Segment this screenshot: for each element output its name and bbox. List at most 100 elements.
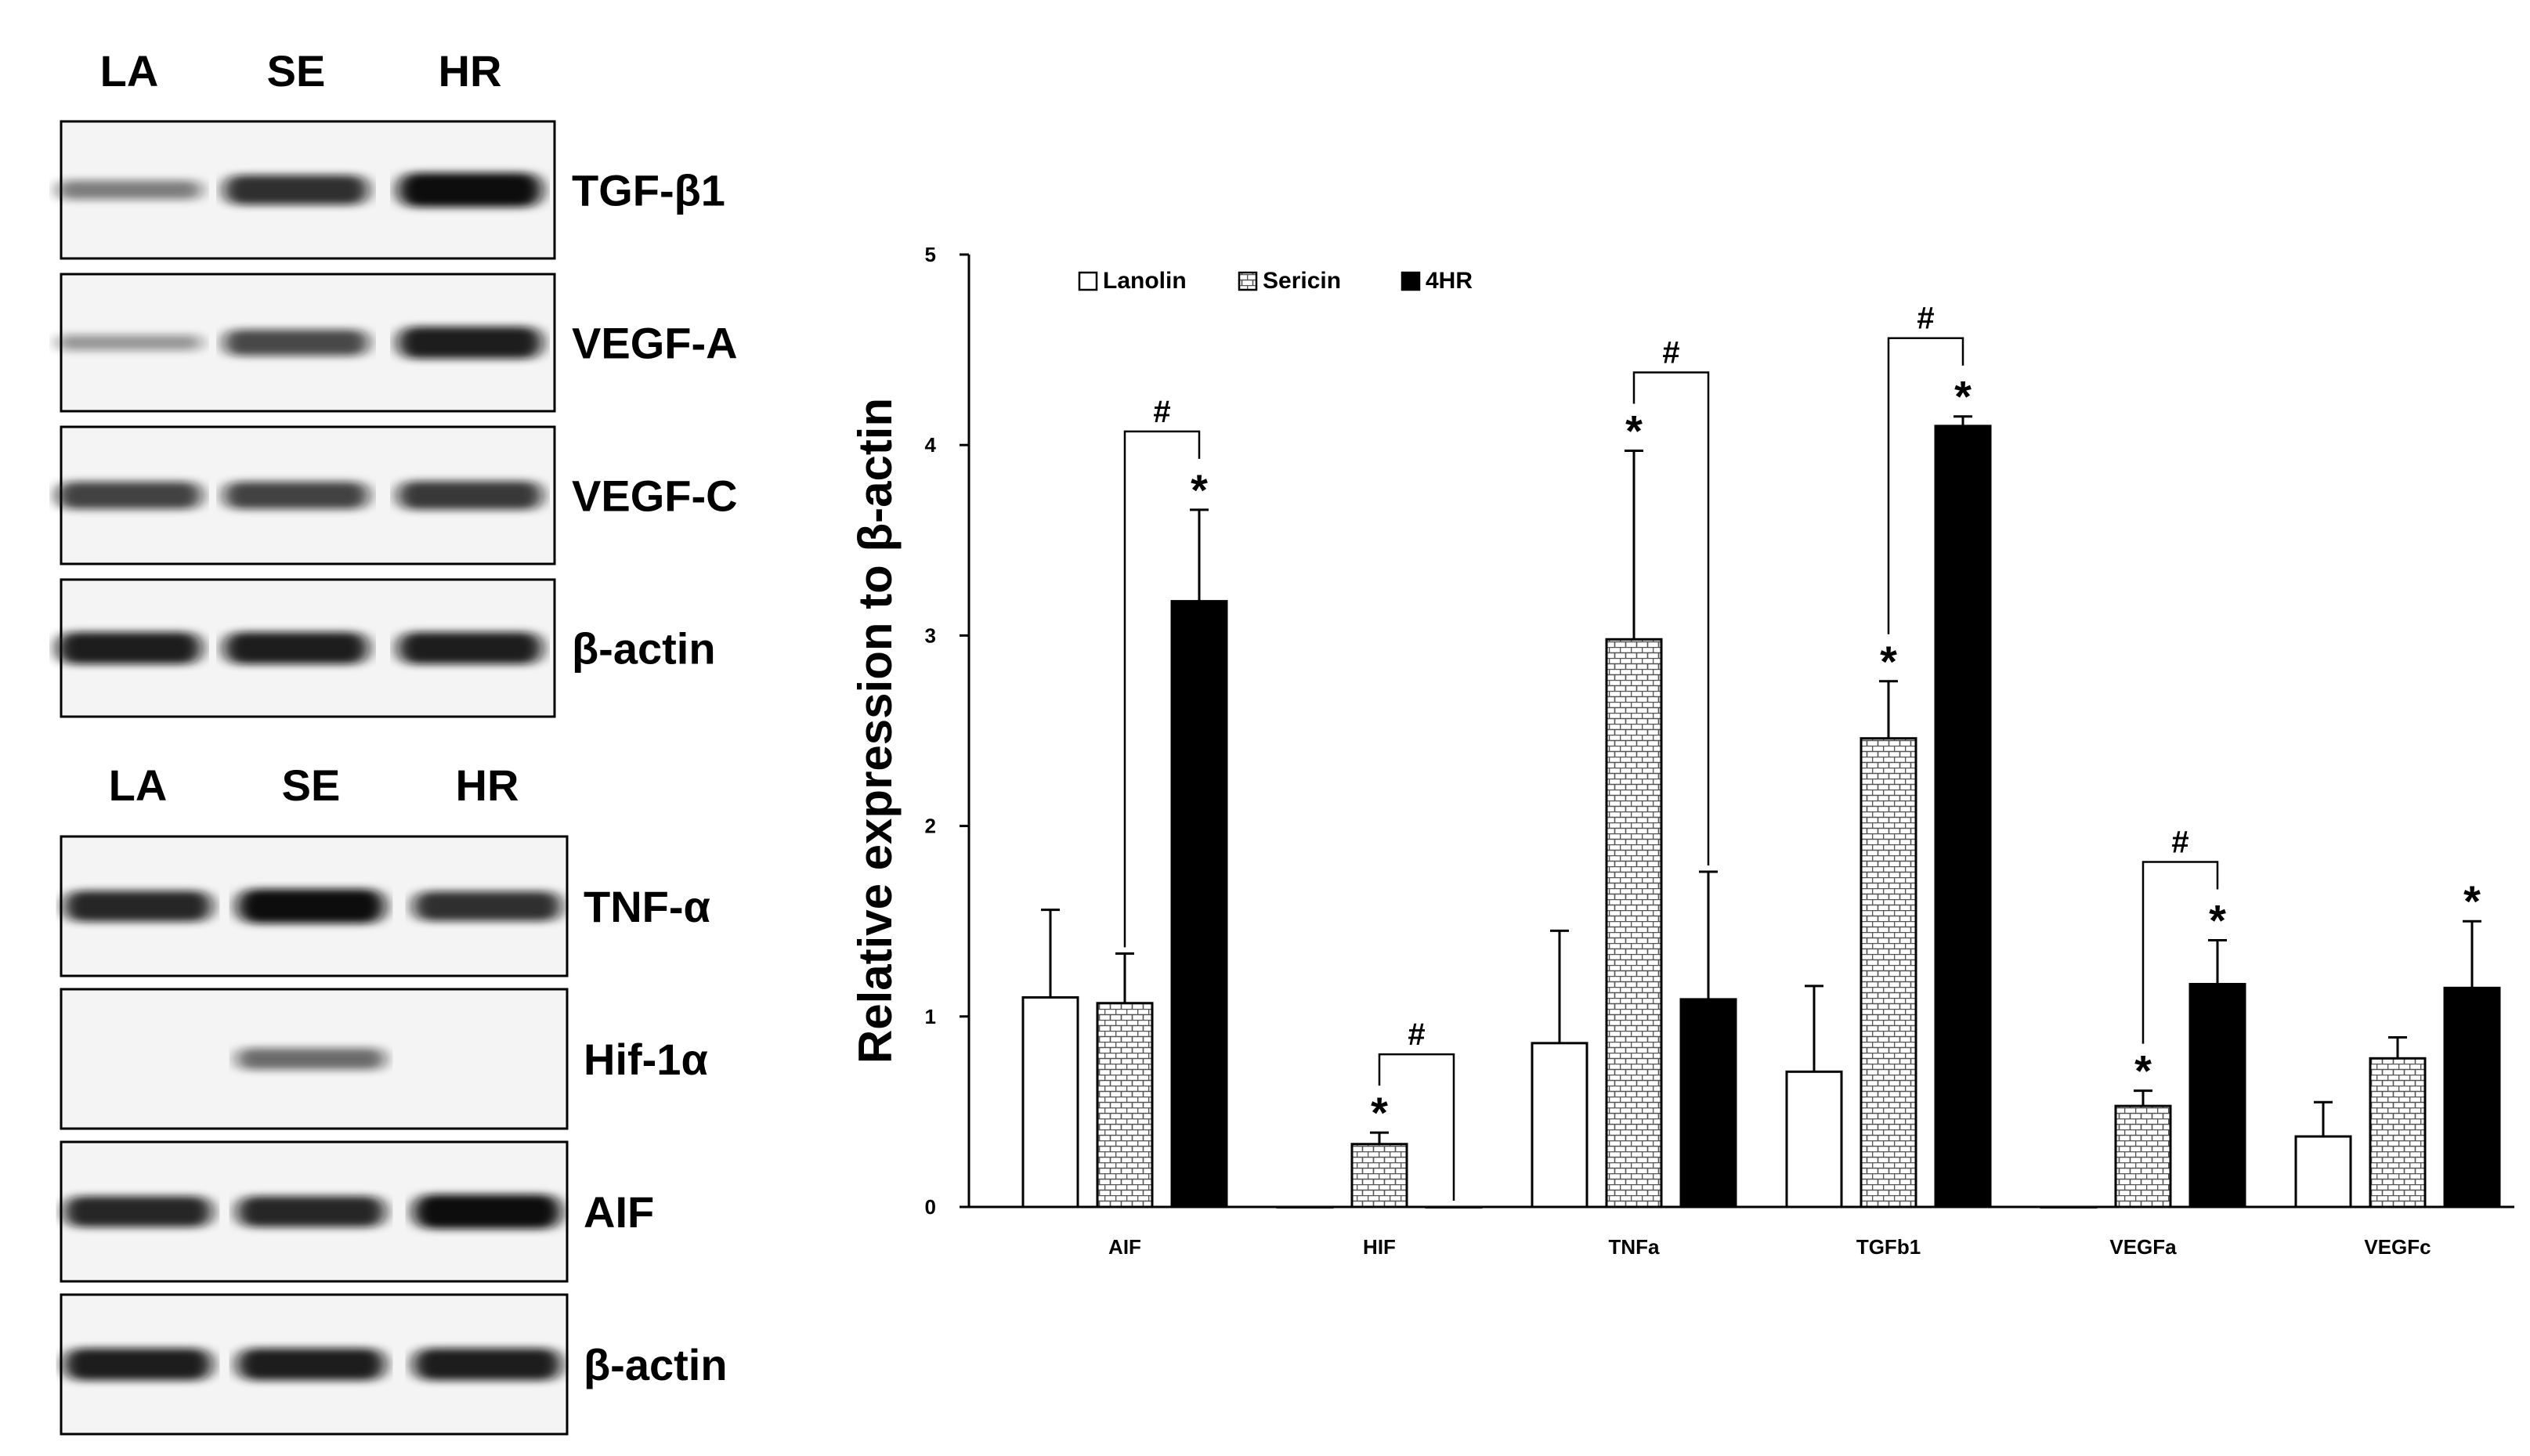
bracket-aif: # (1123, 395, 1201, 948)
legend-item-4hr: 4HR (1401, 268, 1473, 294)
y-tick-label: 5 (925, 243, 936, 266)
lane-label-la: LA (100, 46, 159, 96)
blot-band (237, 1196, 385, 1227)
blot-row-2-3: AIF (60, 1140, 654, 1283)
bar-lanolin-tgfb1 (1785, 1070, 1843, 1209)
bracket-line (1887, 337, 1964, 634)
bar-chart: 0 1 2 3 4 5 Relative expression to β-actin AIF H… (830, 0, 2530, 1456)
category-label-vegfa: VEGFa (2109, 1235, 2177, 1259)
bracket-label: # (1408, 1017, 1425, 1052)
protein-label: TGF-β1 (572, 166, 725, 215)
lane-label-se: SE (282, 761, 341, 810)
bracket-vegfa: # (2141, 826, 2219, 1044)
category-label-hif: HIF (1363, 1235, 1396, 1259)
bar-4hr-tgfb1 (1934, 425, 1992, 1209)
blot-band (223, 329, 369, 356)
blot-band (223, 632, 369, 664)
blot-band (56, 482, 202, 509)
bar-4hr-aif (1170, 600, 1228, 1209)
bar-sericin-tnfa (1605, 638, 1663, 1209)
legend-swatch (1238, 271, 1258, 291)
blot-band (397, 327, 543, 359)
bar-lanolin-vegfc (2294, 1135, 2352, 1209)
bar-4hr-vegfc (2443, 986, 2501, 1209)
blot-row-2-4: β-actin (60, 1293, 728, 1436)
significance-star: * (1191, 465, 1208, 515)
blot-band (413, 1348, 562, 1381)
blot-panel-2: LA SE HR TNF-α Hif-1α AIF β-actin (60, 761, 728, 1436)
blot-band (63, 1348, 212, 1381)
series-sericin: * * * * (1096, 406, 2427, 1209)
bar-sericin-hif (1350, 1143, 1408, 1209)
significance-star: * (2209, 896, 2226, 945)
series-lanolin (1021, 909, 2352, 1209)
blot-band (413, 891, 562, 921)
bar-sericin-vegfa (2114, 1104, 2172, 1209)
blot-row-2-1: TNF-α (60, 835, 710, 977)
y-tick-label: 0 (925, 1195, 936, 1219)
blot-band (397, 632, 543, 664)
legend-label: 4HR (1426, 268, 1473, 294)
lane-label-hr: HR (456, 761, 519, 810)
bar-4hr-hif (1425, 1205, 1483, 1209)
bracket-label: # (1917, 302, 1934, 336)
blot-row-2-2: Hif-1α (60, 988, 708, 1130)
blot-row-1-4: β-actin (56, 578, 716, 718)
lane-label-la: LA (109, 761, 168, 810)
blot-row-1-2: VEGF-A (56, 273, 738, 413)
protein-label: TNF-α (584, 882, 710, 931)
blot-band (397, 481, 543, 510)
significance-star: * (2463, 876, 2481, 926)
protein-label: VEGF-A (572, 319, 738, 368)
significance-star: * (1625, 406, 1643, 455)
blot-band (237, 889, 385, 923)
bar-lanolin-aif (1021, 995, 1079, 1209)
protein-label: β-actin (572, 624, 716, 674)
lane-label-hr: HR (439, 46, 502, 96)
bar-sericin-vegfc (2369, 1057, 2427, 1209)
series-4hr: * * * * (1170, 372, 2501, 1209)
legend: Lanolin Sericin 4HR (1078, 268, 1473, 294)
bracket-line (1632, 371, 1710, 865)
chart-area: 0 1 2 3 4 5 Relative expression to β-actin AIF H… (849, 243, 2514, 1259)
legend-label: Lanolin (1103, 268, 1187, 294)
blot-band (56, 334, 202, 351)
blot-band (63, 1196, 212, 1227)
category-label-tnfa: TNFa (1609, 1235, 1661, 1259)
blot-band (237, 1048, 385, 1070)
bar-4hr-tnfa (1679, 998, 1737, 1209)
bracket-label: # (1153, 395, 1170, 429)
blot-band (56, 632, 202, 664)
bar-lanolin-hif (1276, 1205, 1334, 1209)
blot-band (63, 891, 212, 922)
bracket-tgfb1: # (1887, 302, 1964, 634)
bracket-line (2141, 861, 2219, 1044)
bar-lanolin-tnfa (1531, 1042, 1588, 1209)
category-label-aif: AIF (1108, 1235, 1141, 1259)
bracket-label: # (1662, 335, 1679, 370)
significance-star: * (1880, 637, 1897, 686)
western-blot-figure: LA SE HR TGF-β1 VEGF-A VEGF-C β-actin LA SE HR TNF… (0, 0, 799, 1456)
blot-band (397, 172, 543, 208)
blot-band (237, 1348, 385, 1381)
protein-label: AIF (584, 1187, 654, 1237)
legend-label: Sericin (1263, 268, 1341, 294)
y-axis-label: Relative expression to β-actin (849, 398, 902, 1064)
y-tick-label: 3 (925, 623, 936, 647)
bracket-hif: # (1378, 1017, 1455, 1201)
significance-star: * (1954, 372, 1972, 421)
blot-panel-1: LA SE HR TGF-β1 VEGF-A VEGF-C β-actin (56, 46, 738, 718)
y-tick-label: 4 (925, 433, 937, 457)
blot-row-1-1: TGF-β1 (56, 120, 725, 260)
bar-sericin-tgfb1 (1860, 737, 1917, 1209)
bracket-label: # (2171, 826, 2188, 860)
bracket-tnfa: # (1632, 335, 1710, 865)
category-label-tgfb1: TGFb1 (1856, 1235, 1921, 1259)
y-tick-label: 1 (925, 1005, 936, 1028)
significance-star: * (1371, 1088, 1388, 1137)
protein-label: β-actin (584, 1340, 728, 1389)
blot-band (223, 482, 369, 509)
blot-band (223, 175, 369, 205)
bracket-line (1378, 1053, 1455, 1201)
significance-star: * (2134, 1046, 2152, 1096)
